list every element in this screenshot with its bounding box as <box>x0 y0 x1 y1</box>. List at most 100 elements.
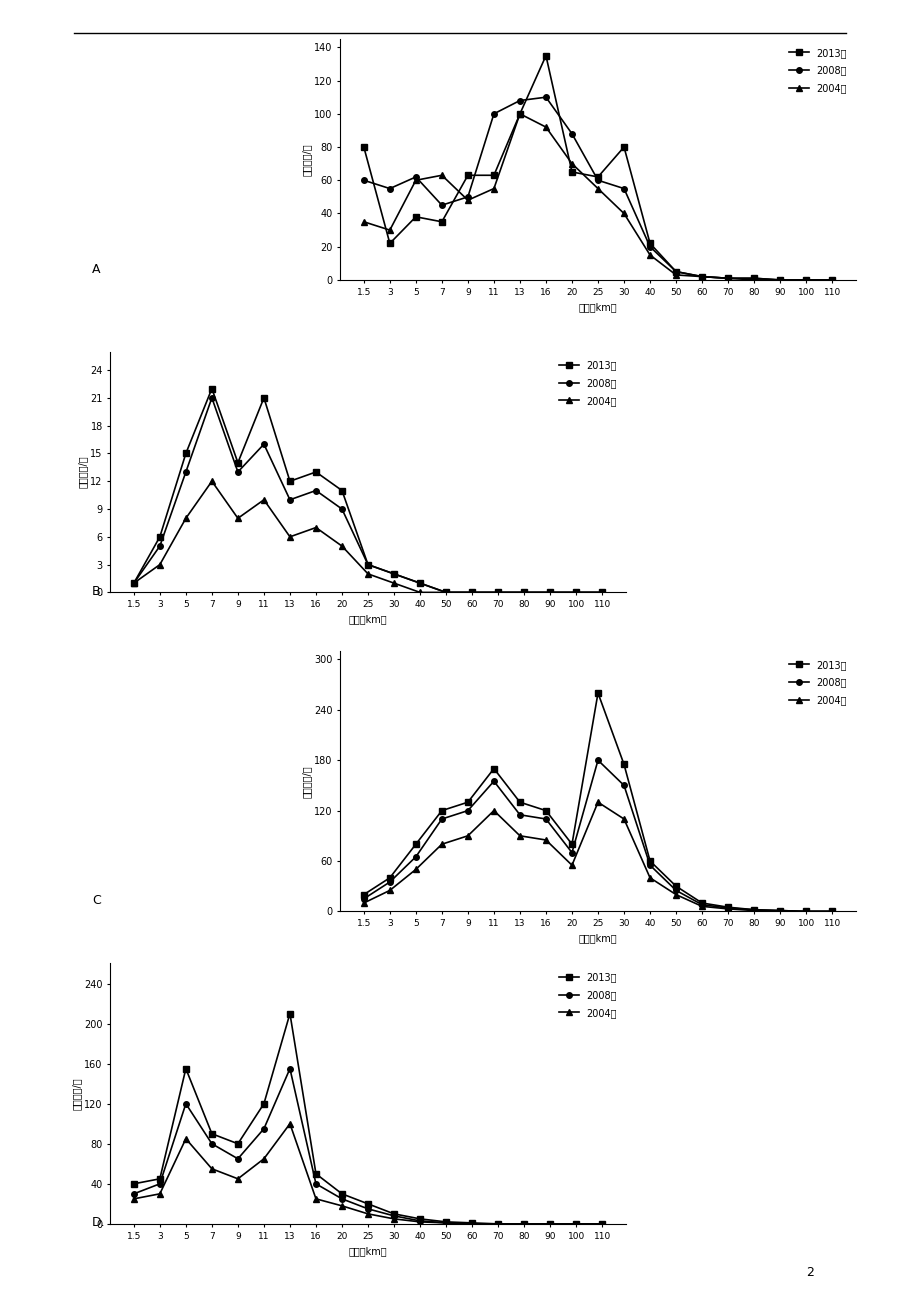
2008年 <box>566 845 577 861</box>
2008年 <box>748 271 759 286</box>
2013年 <box>410 210 421 225</box>
2004年 <box>774 272 785 288</box>
2013年 <box>618 139 629 155</box>
2008年 <box>644 238 655 254</box>
2008年 <box>518 1216 529 1232</box>
2008年 <box>310 483 321 499</box>
2004年 <box>436 168 447 184</box>
2008年 <box>362 1200 373 1216</box>
2008年 <box>384 181 395 197</box>
2004年 <box>180 510 191 526</box>
2008年 <box>800 904 811 919</box>
2008年 <box>514 807 525 823</box>
2013年 <box>440 1213 451 1229</box>
2008年 <box>388 566 399 582</box>
2008年 <box>596 585 607 600</box>
Y-axis label: 企业数量/个: 企业数量/个 <box>301 764 312 798</box>
2008年 <box>826 272 837 288</box>
2013年 <box>414 575 425 591</box>
2004年 <box>596 1216 607 1232</box>
2004年 <box>618 206 629 221</box>
2008年 <box>774 902 785 918</box>
2013年 <box>388 1206 399 1221</box>
Y-axis label: 企业数量/个: 企业数量/个 <box>301 143 312 176</box>
2008年 <box>539 811 550 827</box>
2008年 <box>384 874 395 889</box>
2004年 <box>492 585 503 600</box>
2008年 <box>514 92 525 108</box>
2008年 <box>180 1096 191 1112</box>
2013年 <box>696 268 707 284</box>
2013年 <box>410 836 421 852</box>
2013年 <box>544 1216 555 1232</box>
2008年 <box>826 904 837 919</box>
2013年 <box>644 236 655 251</box>
2004年 <box>514 105 525 121</box>
2004年 <box>310 519 321 535</box>
2008年 <box>721 900 732 915</box>
2008年 <box>258 1121 269 1137</box>
2013年 <box>488 168 499 184</box>
2013年 <box>384 236 395 251</box>
2013年 <box>357 139 369 155</box>
2008年 <box>670 264 681 280</box>
Line: 2008年: 2008年 <box>360 95 834 283</box>
2013年 <box>492 1216 503 1232</box>
2008年 <box>336 501 347 517</box>
2004年 <box>440 585 451 600</box>
Legend: 2013年, 2008年, 2004年: 2013年, 2008年, 2004年 <box>785 656 850 710</box>
2004年 <box>696 898 707 914</box>
2013年 <box>440 585 451 600</box>
2008年 <box>670 883 681 898</box>
2008年 <box>592 753 603 768</box>
2013年 <box>462 794 473 810</box>
Line: 2004年: 2004年 <box>360 799 834 914</box>
2004年 <box>618 811 629 827</box>
2004年 <box>592 794 603 810</box>
2008年 <box>440 1215 451 1230</box>
2008年 <box>488 773 499 789</box>
2004年 <box>258 492 269 508</box>
2008年 <box>128 1186 139 1202</box>
2013年 <box>592 169 603 185</box>
2013年 <box>310 1167 321 1182</box>
2013年 <box>539 803 550 819</box>
2004年 <box>362 1206 373 1221</box>
2013年 <box>362 557 373 573</box>
2008年 <box>180 465 191 480</box>
X-axis label: 距离（km）: 距离（km） <box>578 302 617 312</box>
2008年 <box>258 436 269 452</box>
Y-axis label: 企业数量/个: 企业数量/个 <box>72 1077 82 1111</box>
2004年 <box>488 181 499 197</box>
2008年 <box>462 803 473 819</box>
2008年 <box>410 169 421 185</box>
2004年 <box>514 828 525 844</box>
2008年 <box>570 1216 581 1232</box>
Text: C: C <box>92 893 101 906</box>
2004年 <box>436 836 447 852</box>
Text: B.: B. <box>92 585 105 598</box>
2004年 <box>410 172 421 187</box>
2013年 <box>696 896 707 911</box>
2004年 <box>284 529 295 544</box>
2004年 <box>414 585 425 600</box>
2004年 <box>748 902 759 918</box>
2004年 <box>258 1151 269 1167</box>
2013年 <box>128 1176 139 1191</box>
Line: 2008年: 2008年 <box>360 758 834 914</box>
2008年 <box>748 902 759 918</box>
2008年 <box>357 891 369 906</box>
Line: 2013年: 2013年 <box>360 53 834 283</box>
2004年 <box>357 896 369 911</box>
2004年 <box>206 474 217 490</box>
2013年 <box>284 1005 295 1021</box>
2013年 <box>518 1216 529 1232</box>
2004年 <box>336 538 347 553</box>
2004年 <box>566 156 577 172</box>
2008年 <box>462 189 473 204</box>
2008年 <box>436 198 447 214</box>
2004年 <box>670 267 681 283</box>
2013年 <box>466 1215 477 1230</box>
2004年 <box>670 887 681 902</box>
Line: 2004年: 2004年 <box>360 111 834 283</box>
